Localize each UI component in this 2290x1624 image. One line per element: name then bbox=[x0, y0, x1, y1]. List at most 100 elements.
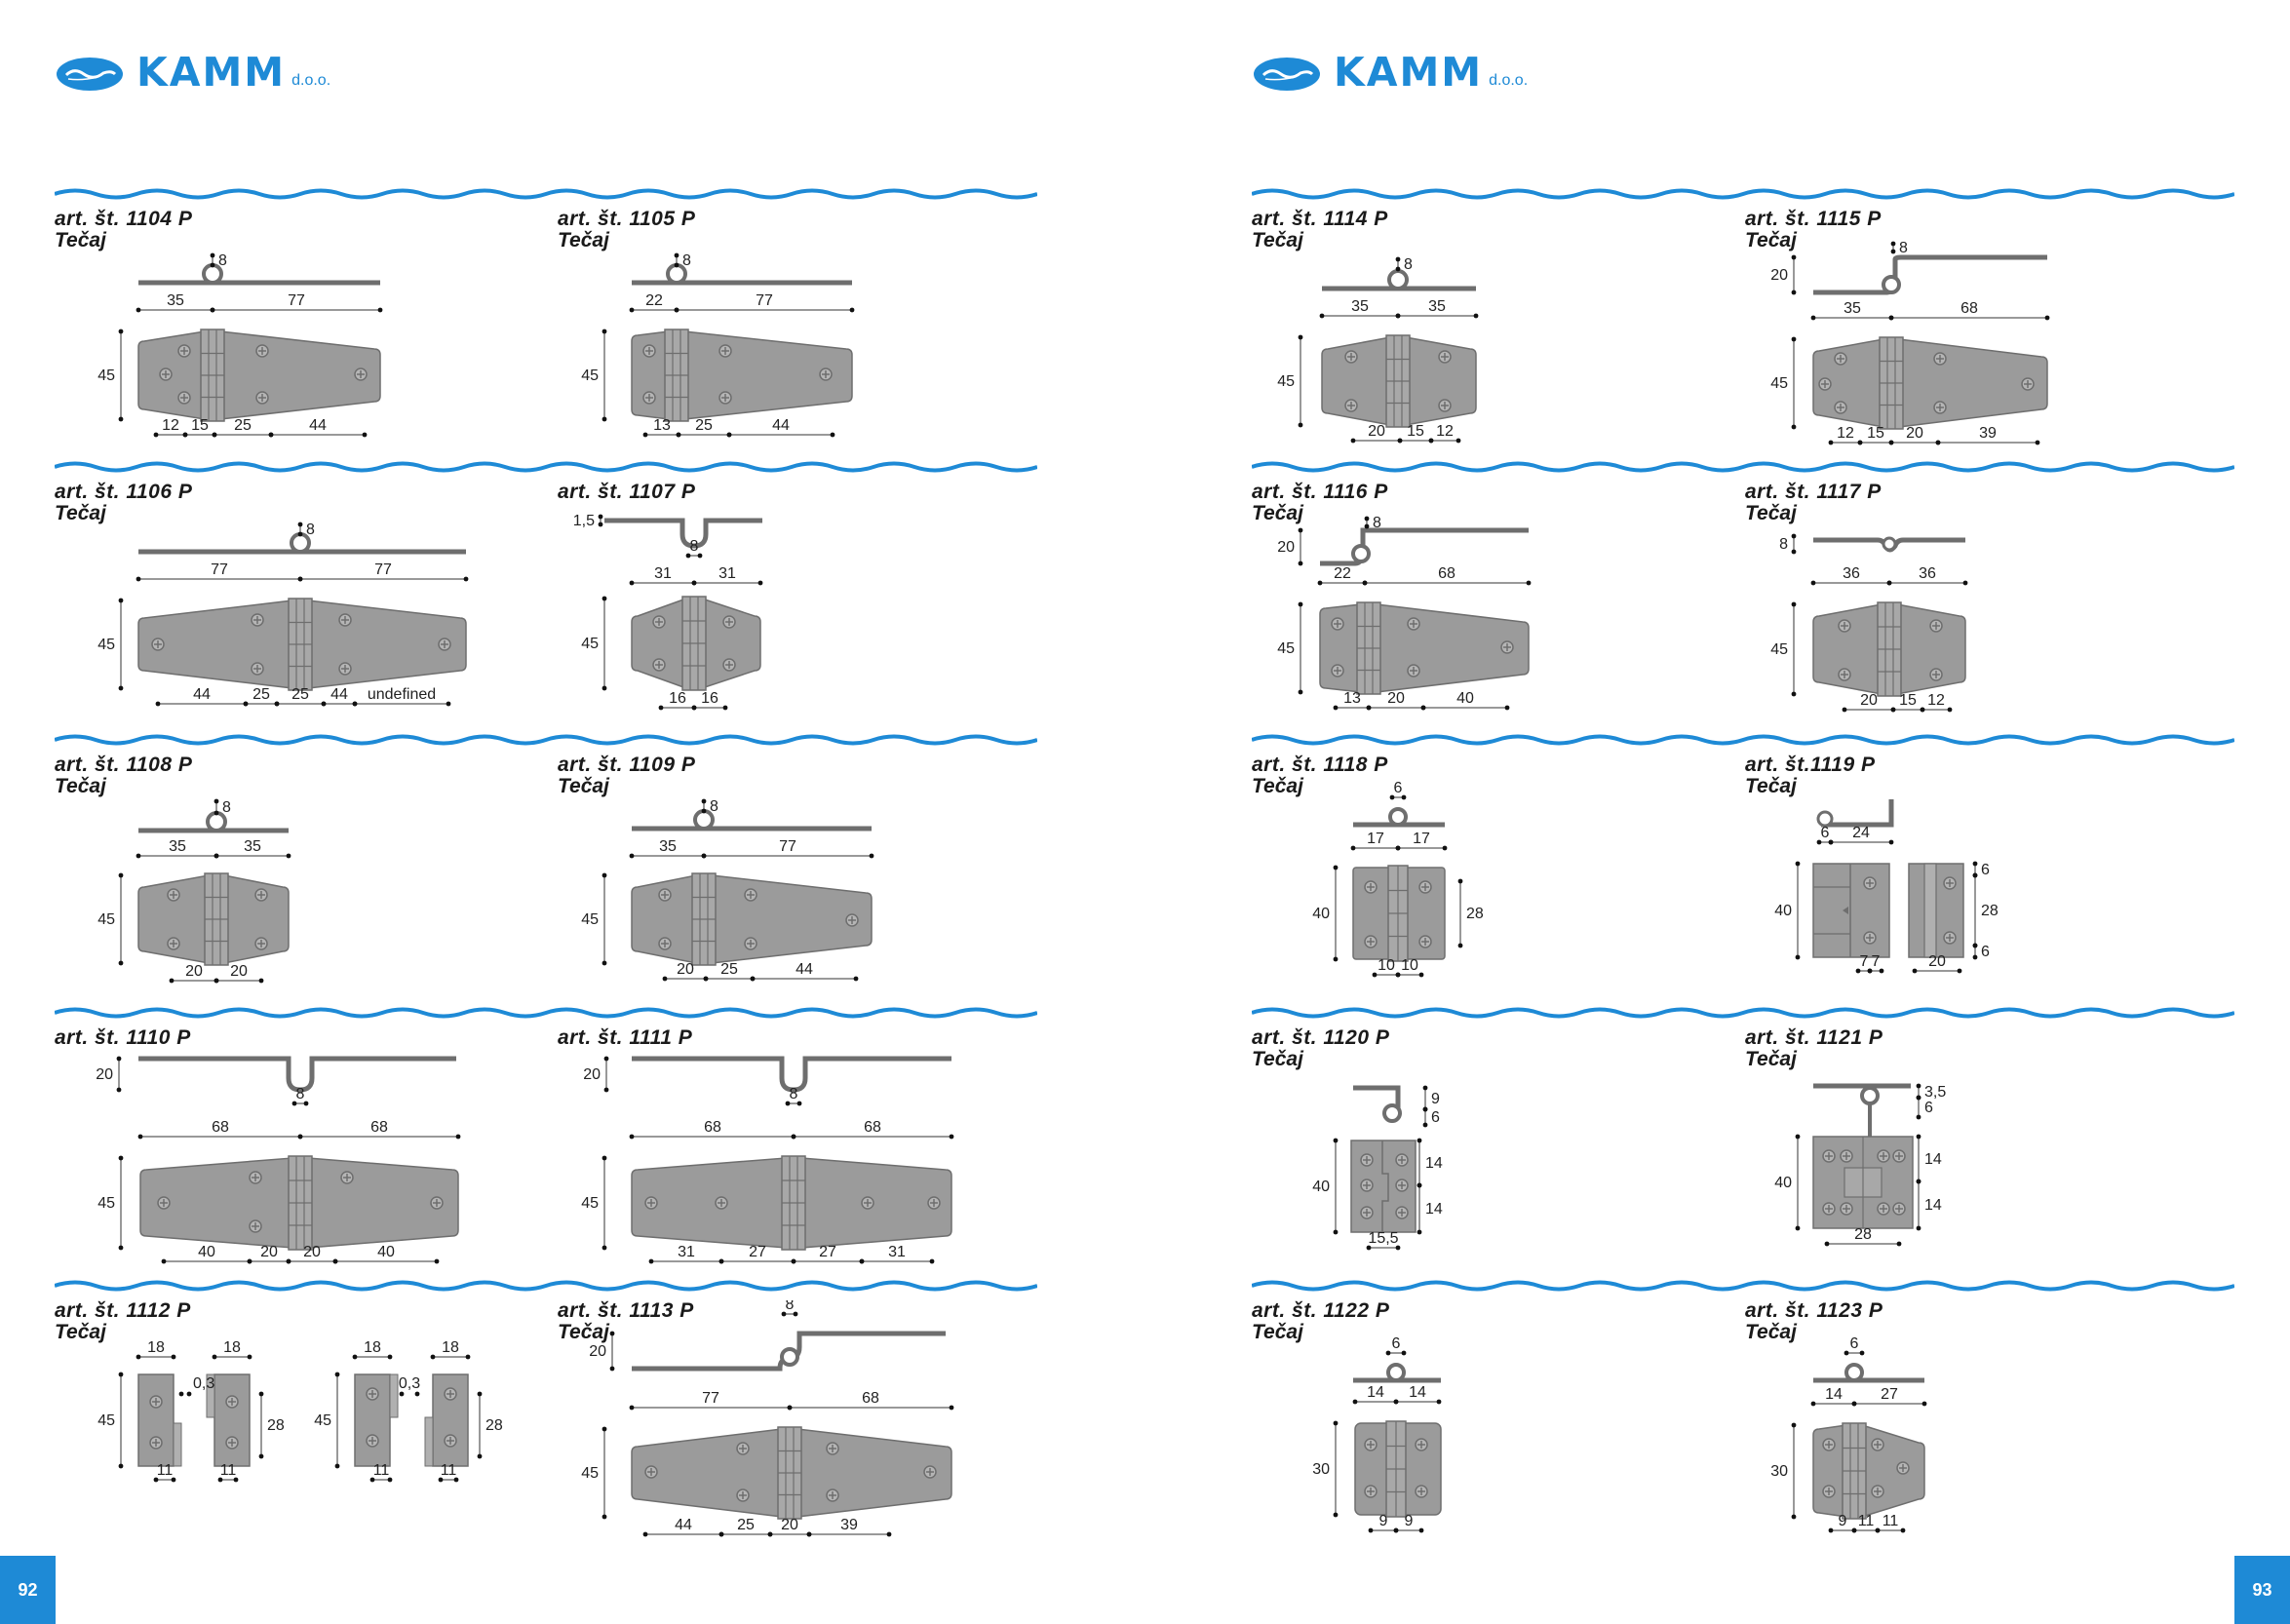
dimension-label: 39 bbox=[1979, 425, 1997, 442]
dimension-label: 68 bbox=[1438, 565, 1456, 582]
article-number: art. št. 1121 P bbox=[1745, 1026, 1883, 1049]
dimension-label: 10 bbox=[1378, 957, 1395, 974]
article-number: art. št. 1104 P bbox=[55, 208, 193, 230]
dimension-label: 45 bbox=[581, 636, 599, 652]
dimension-label: 25 bbox=[737, 1517, 755, 1533]
wave-divider bbox=[55, 1007, 1037, 1019]
dimension-label: 18 bbox=[364, 1339, 381, 1356]
hinge-drawing: 8 22 77 45 13 25 44 bbox=[581, 252, 855, 438]
dimension-label: 30 bbox=[1312, 1461, 1330, 1478]
article-number: art. št. 1112 P bbox=[55, 1299, 191, 1322]
hinge-drawing: 6 14 14 30 9 9 bbox=[1312, 1335, 1442, 1533]
article-subtitle: Tečaj bbox=[55, 229, 106, 251]
wave-divider bbox=[55, 461, 1037, 473]
article-subtitle: Tečaj bbox=[55, 502, 106, 524]
dimension-label: 20 bbox=[303, 1244, 321, 1260]
article-number: art. št. 1107 P bbox=[558, 481, 696, 503]
dimension-label: 45 bbox=[97, 911, 115, 928]
hinge-drawing: 20 8 68 68 45 31 27 27 31 bbox=[581, 1056, 954, 1264]
dimension-label: 40 bbox=[1456, 690, 1474, 707]
dimension-label: 28 bbox=[1466, 906, 1484, 922]
dimension-label: 20 bbox=[1368, 423, 1385, 440]
dimension-label: 13 bbox=[653, 417, 671, 434]
dimension-label: 77 bbox=[756, 292, 773, 309]
dimension-label: 45 bbox=[97, 1412, 115, 1429]
dimension-label: 40 bbox=[1312, 1179, 1330, 1195]
dimension-label: 0,3 bbox=[193, 1375, 214, 1392]
dimension-label: 45 bbox=[97, 367, 115, 384]
article-number: art. št. 1114 P bbox=[1252, 208, 1388, 230]
dimension-label: 20 bbox=[1860, 692, 1878, 709]
dimension-label: 36 bbox=[1919, 565, 1936, 582]
dimension-label: 20 bbox=[781, 1517, 798, 1533]
dimension-label: 12 bbox=[1837, 425, 1854, 442]
dimension-label: 45 bbox=[1770, 641, 1788, 658]
dimension-label: 77 bbox=[288, 292, 305, 309]
article-number: art. št. 1116 P bbox=[1252, 481, 1388, 503]
dimension-label: 8 bbox=[1899, 240, 1908, 256]
dimension-label: 35 bbox=[167, 292, 184, 309]
dimension-label: 40 bbox=[1774, 1175, 1792, 1191]
dimension-label: 35 bbox=[1351, 298, 1369, 315]
dimension-label: 20 bbox=[589, 1343, 606, 1360]
dimension-label: 31 bbox=[718, 565, 736, 582]
hinge-drawing: 6 14 27 30 9 11 11 bbox=[1770, 1335, 1927, 1533]
dimension-label: 8 bbox=[682, 252, 691, 269]
article-subtitle: Tečaj bbox=[1745, 502, 1797, 524]
dimension-label: 12 bbox=[1927, 692, 1945, 709]
dimension-label: 8 bbox=[1373, 515, 1381, 531]
dimension-label: 44 bbox=[309, 417, 327, 434]
article-subtitle: Tečaj bbox=[558, 229, 609, 251]
dimension-label: 1,5 bbox=[573, 513, 595, 529]
dimension-label: 30 bbox=[1770, 1463, 1788, 1480]
dimension-label: 8 bbox=[790, 1086, 798, 1102]
product-item: 20 8 68 68 45 31 27 27 31 art. št. 1111 P bbox=[558, 1027, 1045, 1281]
dimension-label: 45 bbox=[581, 1465, 599, 1482]
dimension-label: 8 bbox=[710, 798, 718, 815]
article-subtitle: Tečaj bbox=[1252, 775, 1303, 797]
article-number: art. št. 1113 P bbox=[558, 1299, 694, 1322]
dimension-label: 0,3 bbox=[399, 1375, 420, 1392]
article-subtitle: Tečaj bbox=[1745, 1321, 1797, 1343]
dimension-label: 45 bbox=[1770, 375, 1788, 392]
dimension-label: 68 bbox=[864, 1119, 881, 1136]
product-item: 8 35 77 45 12 15 25 44 art. št. 1104 P Tečaj bbox=[55, 209, 542, 462]
brand-suffix: d.o.o. bbox=[1489, 72, 1529, 89]
dimension-label: 15 bbox=[1407, 423, 1424, 440]
hinge-drawing: 18 18 0,3 45 28 11 11 18 18 0,3 45 28 11 11 bbox=[97, 1339, 503, 1483]
product-item: 8 20 77 68 45 44 25 20 39 art. št. 1113 P Tečaj bbox=[558, 1300, 1045, 1554]
dimension-label: 36 bbox=[1843, 565, 1860, 582]
dimension-label: 40 bbox=[1774, 903, 1792, 919]
dimension-label: 77 bbox=[374, 561, 392, 578]
article-number: art. št. 1117 P bbox=[1745, 481, 1882, 503]
brand-suffix: d.o.o. bbox=[291, 72, 331, 89]
dimension-label: 14 bbox=[1924, 1197, 1942, 1214]
product-item: 6 14 27 30 9 11 11 art. št. 1123 P Tečaj bbox=[1745, 1300, 2232, 1554]
dimension-label: 15 bbox=[1899, 692, 1917, 709]
dimension-label: 35 bbox=[1844, 300, 1861, 317]
product-item: 8 35 77 45 20 25 44 art. št. 1109 P Tečaj bbox=[558, 754, 1045, 1008]
dimension-label: 11 bbox=[373, 1462, 390, 1479]
dimension-label: 15 bbox=[1867, 425, 1884, 442]
hinge-drawing: 8 35 35 45 20 20 bbox=[97, 798, 291, 984]
dimension-label: 14 bbox=[1409, 1384, 1426, 1401]
dimension-label: 6 bbox=[1394, 780, 1403, 796]
brand-emblem-icon bbox=[57, 58, 123, 91]
article-number: art. št. 1120 P bbox=[1252, 1026, 1390, 1049]
dimension-label: 25 bbox=[695, 417, 713, 434]
dimension-label: 6 bbox=[1431, 1109, 1440, 1126]
article-subtitle: Tečaj bbox=[1745, 1048, 1797, 1070]
hinge-drawing: 8 36 36 45 20 15 12 bbox=[1770, 533, 1968, 713]
dimension-label: 9 bbox=[1839, 1513, 1847, 1529]
article-subtitle: Tečaj bbox=[1745, 775, 1797, 797]
dimension-label: 6 bbox=[1924, 1100, 1933, 1116]
dimension-label: 16 bbox=[669, 690, 686, 707]
dimension-label: 20 bbox=[260, 1244, 278, 1260]
dimension-label: 14 bbox=[1425, 1155, 1443, 1172]
dimension-label: 27 bbox=[1881, 1386, 1898, 1403]
dimension-label: 8 bbox=[786, 1300, 795, 1313]
dimension-label: 15,5 bbox=[1368, 1230, 1398, 1247]
dimension-label: 14 bbox=[1825, 1386, 1843, 1403]
wave-divider bbox=[55, 188, 1037, 200]
